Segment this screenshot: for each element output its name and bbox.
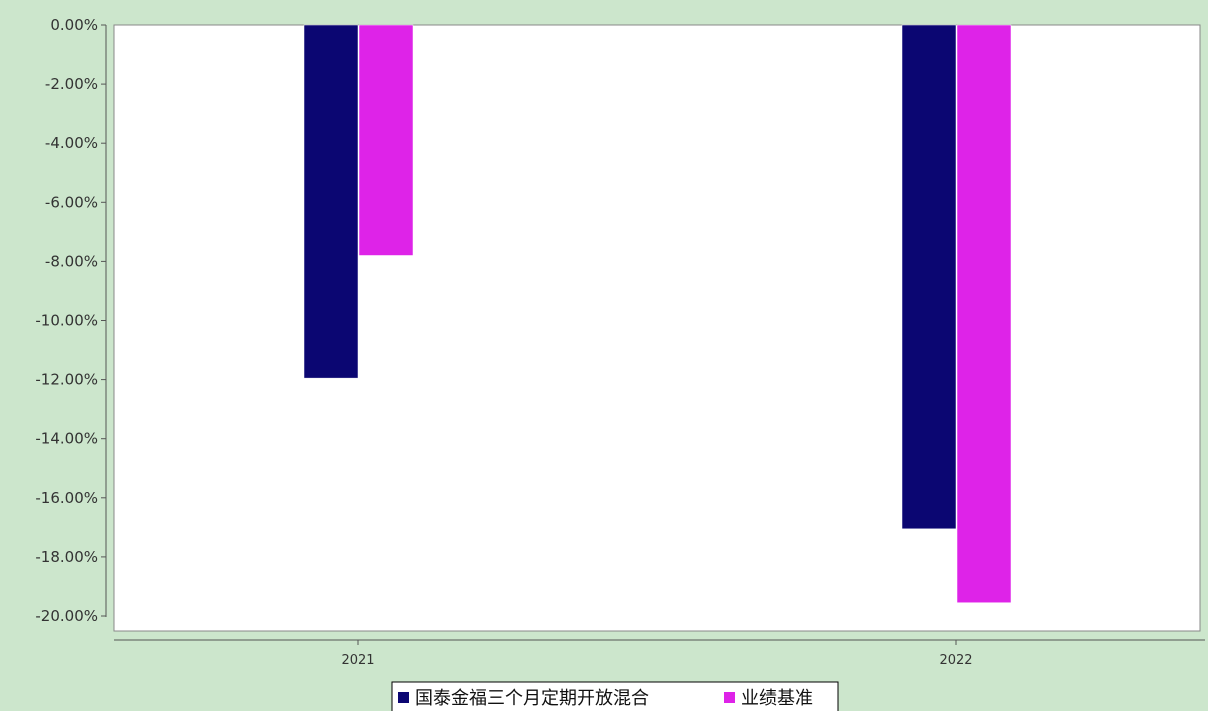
legend-label-series-2: 业绩基准	[741, 688, 813, 709]
bar-2021-series-2	[358, 24, 414, 256]
y-tick-label: -2.00%	[45, 75, 98, 93]
legend: 国泰金福三个月定期开放混合 业绩基准	[391, 681, 839, 711]
bar-2022-series-2	[956, 24, 1012, 603]
legend-label-series-1: 国泰金福三个月定期开放混合	[415, 688, 649, 709]
bar-2022-series-1	[901, 24, 957, 530]
y-tick-label: -14.00%	[35, 430, 98, 448]
y-tick-label: -20.00%	[35, 607, 98, 625]
y-axis: 0.00% -2.00% -4.00% -6.00% -8.00% -10.00% -12.…	[35, 16, 107, 625]
plot-area	[113, 24, 1201, 632]
bars-group	[303, 24, 1012, 603]
x-tick-label: 2021	[341, 653, 374, 668]
y-tick-label: -16.00%	[35, 489, 98, 507]
bar-2021-series-1	[303, 24, 359, 379]
y-tick-label: -4.00%	[45, 134, 98, 152]
legend-swatch-series-2	[724, 692, 735, 703]
y-tick-label: -12.00%	[35, 371, 98, 389]
y-tick-label: -8.00%	[45, 252, 98, 270]
y-tick-label: -18.00%	[35, 548, 98, 566]
legend-swatch-series-1	[398, 692, 409, 703]
legend-box	[391, 681, 839, 711]
y-tick-label: -6.00%	[45, 193, 98, 211]
x-tick-label: 2022	[939, 653, 972, 668]
y-tick-label: 0.00%	[50, 16, 98, 34]
x-axis: 2021 2022	[114, 639, 1205, 668]
y-tick-label: -10.00%	[35, 312, 98, 330]
